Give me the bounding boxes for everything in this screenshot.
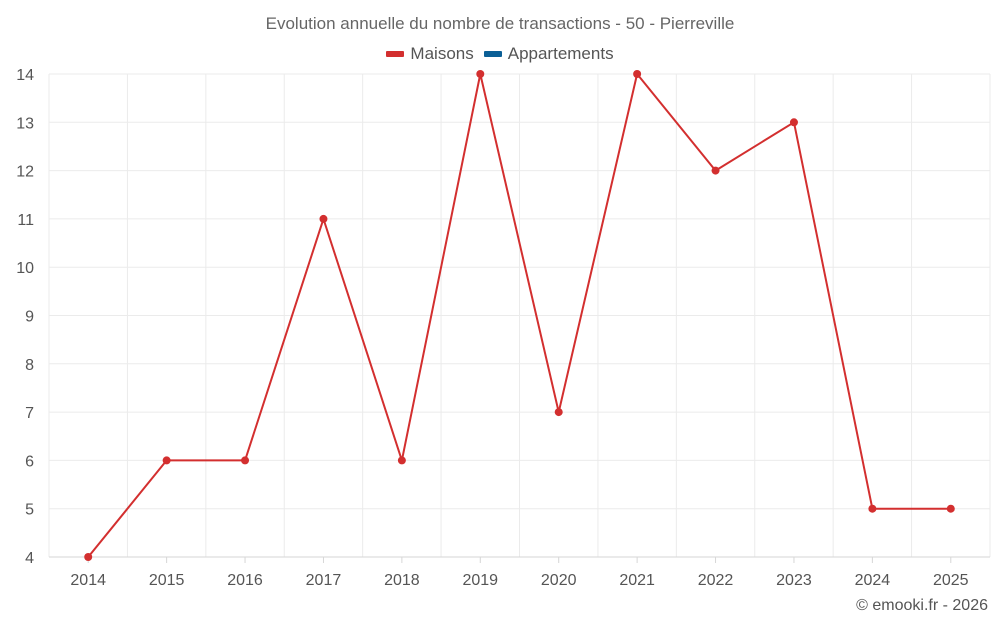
y-tick-label: 4 [25, 550, 34, 567]
legend-swatch-maisons [386, 51, 405, 57]
x-tick-label: 2018 [384, 572, 420, 589]
legend-label-appartements: Appartements [507, 44, 614, 63]
data-point-maisons[interactable] [789, 118, 798, 127]
y-tick-label: 8 [25, 357, 34, 374]
data-point-maisons[interactable] [476, 70, 485, 78]
data-point-maisons[interactable] [241, 456, 250, 465]
x-tick-label: 2021 [619, 572, 655, 589]
y-tick-label: 14 [16, 67, 34, 84]
x-tick-label: 2016 [227, 572, 263, 589]
y-tick-label: 6 [25, 453, 34, 470]
chart-title: Evolution annuelle du nombre de transact… [265, 14, 735, 33]
x-tick-label: 2024 [855, 572, 891, 589]
data-point-maisons[interactable] [633, 70, 642, 78]
x-tick-label: 2019 [462, 572, 498, 589]
data-point-maisons[interactable] [946, 504, 955, 513]
data-point-maisons[interactable] [868, 504, 877, 513]
copyright-footer: © emooki.fr - 2026 [856, 597, 988, 614]
x-tick-label: 2023 [776, 572, 812, 589]
y-tick-label: 13 [16, 115, 34, 132]
series-line-maisons [87, 73, 951, 558]
legend-item-appartements[interactable]: Appartements [483, 44, 614, 64]
series-maisons [84, 70, 955, 561]
legend-label-maisons: Maisons [410, 44, 474, 63]
data-point-maisons[interactable] [397, 456, 406, 465]
x-tick-label: 2020 [541, 572, 577, 589]
x-tick-label: 2014 [70, 572, 106, 589]
x-tick-label: 2017 [306, 572, 342, 589]
data-point-maisons[interactable] [84, 553, 93, 561]
data-point-maisons[interactable] [711, 166, 720, 175]
x-tick-label: 2022 [698, 572, 734, 589]
axes: 4 5 6 7 8 9 10 11 12 13 14 2014 2015 2016 2017 2018 2019… [16, 67, 990, 589]
data-point-maisons[interactable] [162, 456, 171, 465]
x-tick-label: 2015 [149, 572, 185, 589]
x-tick-label: 2025 [933, 572, 969, 589]
legend-item-maisons[interactable]: Maisons [386, 44, 474, 64]
data-point-maisons[interactable] [319, 214, 328, 223]
y-tick-label: 10 [16, 260, 34, 277]
y-tick-label: 9 [25, 309, 34, 326]
y-tick-label: 11 [17, 212, 34, 229]
y-tick-label: 12 [16, 164, 34, 181]
grid [48, 73, 991, 558]
y-tick-label: 5 [25, 502, 34, 519]
legend: Maisons Appartements [0, 44, 1000, 64]
y-tick-label: 7 [25, 405, 34, 422]
data-point-maisons[interactable] [554, 408, 563, 417]
legend-swatch-appartements [483, 51, 502, 57]
